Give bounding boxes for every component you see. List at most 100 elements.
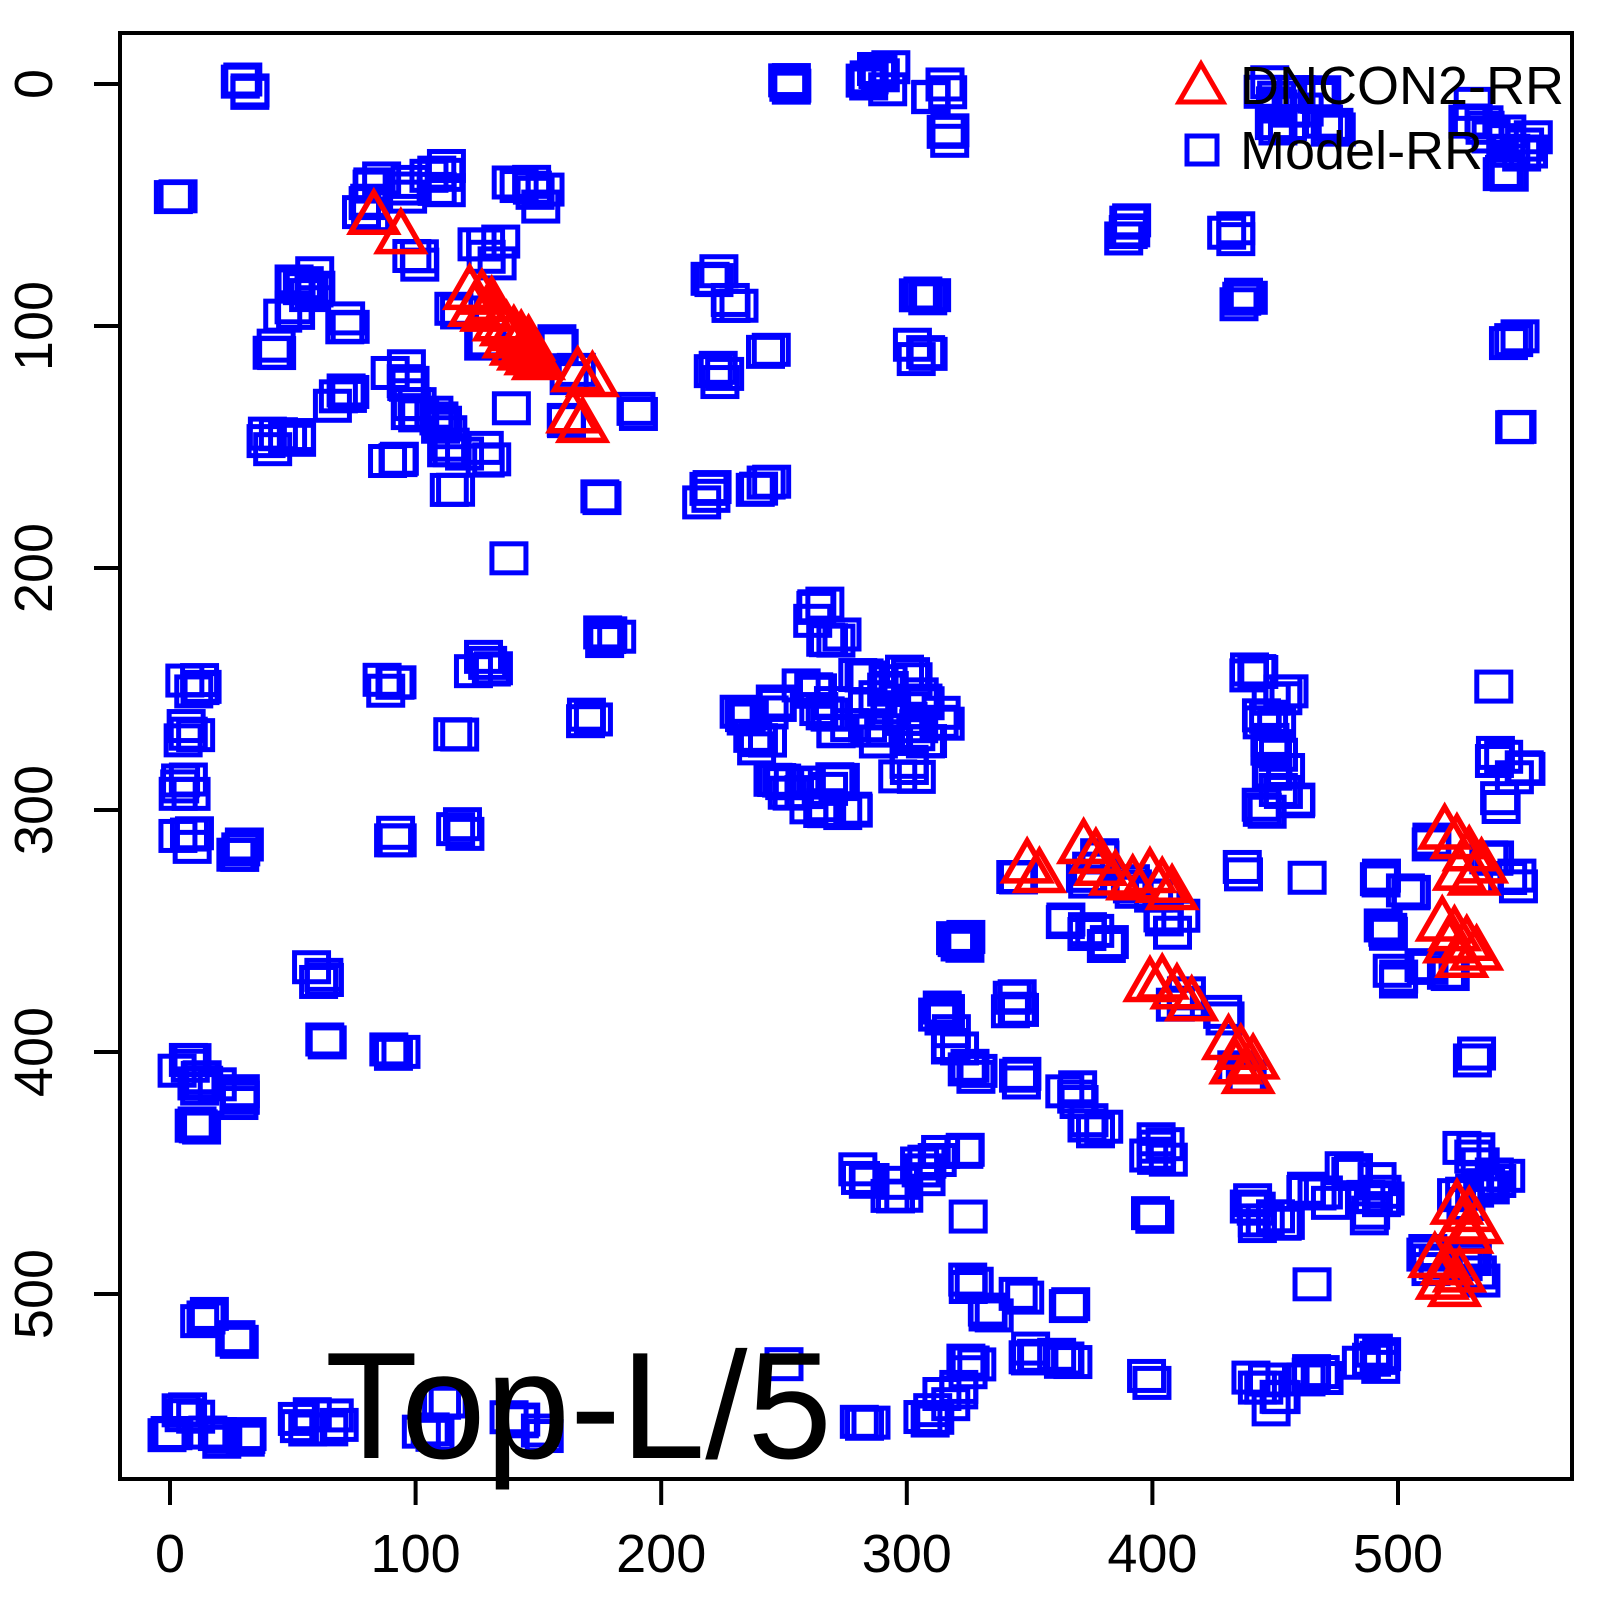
model-rr-marker [274,290,314,325]
dncon2-rr-marker [549,344,606,393]
plot-box [118,31,1574,1481]
model-rr-marker [956,1059,996,1094]
model-rr-marker [220,64,260,99]
model-rr-marker [1231,1360,1271,1395]
model-rr-marker [314,1398,354,1433]
model-rr-marker [436,812,476,847]
model-rr-marker [945,1132,985,1167]
x-tick-label: 300 [862,1524,952,1584]
model-rr-marker [247,416,287,451]
model-rr-marker [182,1110,222,1145]
dncon2-rr-marker [510,331,567,381]
model-rr-marker [1391,874,1431,909]
model-rr-marker [693,354,733,389]
model-rr-marker [1222,849,1262,884]
model-rr-marker [931,1014,971,1049]
model-rr-marker [1341,1345,1381,1380]
model-rr-marker [573,702,613,737]
model-rr-marker [299,964,339,999]
model-rr-marker [700,365,740,400]
model-rr-marker [1241,787,1281,822]
model-rr-marker [1076,1114,1116,1149]
dncon2-rr-marker [1446,847,1502,896]
model-rr-marker [998,1276,1038,1311]
model-rr-marker [910,1403,950,1438]
model-rr-marker [911,79,951,114]
dncon2-rr-marker [1011,845,1068,894]
model-rr-marker [1089,925,1129,960]
model-rr-marker [1368,912,1408,947]
model-rr-marker [1216,222,1256,257]
model-rr-marker [524,1419,564,1454]
model-rr-marker [1048,1289,1088,1324]
model-rr-marker [588,616,628,651]
model-rr-marker [489,541,529,576]
dncon2-rr-points-layer [346,186,1510,1308]
x-tick-label: 100 [371,1524,461,1584]
model-rr-marker [163,723,203,758]
model-rr-marker [341,195,381,230]
model-rr-marker [415,1417,455,1452]
model-rr-marker [1219,287,1259,322]
model-rr-marker [1465,110,1505,145]
model-rr-marker [216,1320,256,1355]
x-tick-label: 0 [155,1524,185,1584]
dncon2-rr-marker [1429,1176,1485,1225]
model-rr-marker [922,990,962,1025]
model-rr-marker [180,663,220,698]
model-rr-marker [378,443,418,478]
model-rr-marker [477,246,517,281]
model-rr-marker [186,1300,226,1335]
dncon2-rr-marker [446,278,503,328]
model-rr-marker [1111,213,1151,248]
model-rr-marker [1256,1199,1296,1234]
model-rr-marker [710,282,750,317]
model-rr-marker [921,1134,961,1169]
model-rr-points-layer [147,50,1553,1459]
model-rr-marker [520,1413,560,1448]
dncon2-rr-marker [1144,861,1200,911]
model-rr-marker [1498,869,1538,904]
model-rr-marker [319,1407,359,1442]
model-rr-marker [1291,1357,1331,1392]
dncon2-rr-marker [1163,973,1220,1022]
model-rr-marker [1104,221,1144,256]
model-rr-marker [1037,1337,1077,1372]
model-rr-marker [375,665,415,700]
model-rr-marker [220,1077,260,1112]
model-rr-marker [739,471,779,506]
model-rr-marker [1043,1344,1083,1379]
model-rr-marker [1484,154,1524,189]
model-rr-marker [400,247,440,282]
y-tick-label: 400 [4,1007,64,1097]
model-rr-marker [1362,1337,1402,1372]
model-rr-marker [1132,1365,1172,1400]
model-rr-marker [224,827,264,862]
model-rr-marker [1131,1196,1171,1231]
model-rr-marker [376,815,416,850]
model-rr-marker [401,1414,441,1449]
dncon2-rr-marker [1431,842,1488,891]
y-tick-label: 200 [4,523,64,613]
model-rr-marker [1258,737,1298,772]
model-rr-marker [1494,323,1534,358]
x-axis: 0 100 200 300 400 500 [155,1479,1443,1584]
model-rr-marker [1474,669,1514,704]
model-rr-marker [445,816,485,851]
model-rr-marker [521,189,561,224]
model-rr-marker [940,927,980,962]
dncon2-rr-marker [1439,1205,1495,1254]
model-rr-marker [226,1419,266,1454]
model-rr-marker [1292,1267,1332,1302]
model-rr-marker [445,436,485,471]
model-rr-marker [917,1143,957,1178]
model-rr-marker [1259,1379,1299,1414]
model-rr-marker [1509,134,1549,169]
model-rr-marker [1228,280,1268,315]
dncon2-rr-marker [1208,1036,1264,1085]
model-rr-marker [468,645,508,680]
model-rr-marker [1287,860,1327,895]
model-rr-marker [1404,948,1444,983]
model-rr-marker [491,391,531,426]
